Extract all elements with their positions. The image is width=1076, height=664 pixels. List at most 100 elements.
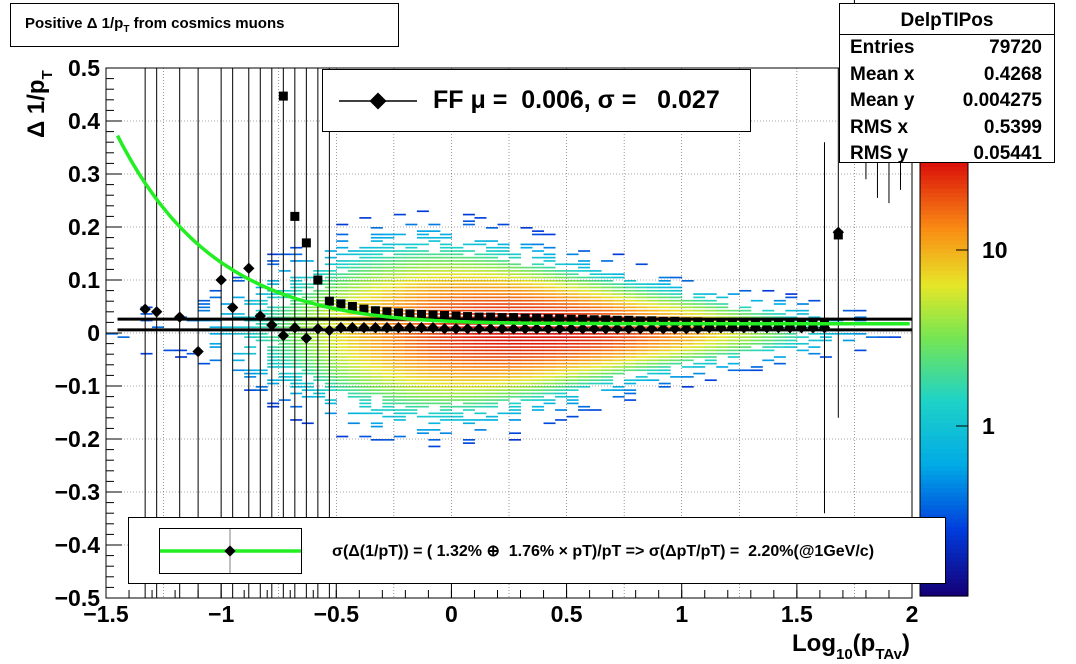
heatmap-cell [601, 333, 614, 335]
heatmap-cell [624, 392, 637, 395]
heatmap-cell [416, 233, 429, 236]
heatmap-cell [382, 402, 395, 405]
heatmap-cell [393, 333, 406, 335]
heatmap-cell [497, 243, 510, 246]
heatmap-cell [405, 339, 418, 342]
heatmap-cell [704, 309, 717, 312]
heatmap-cell [693, 339, 706, 342]
heatmap-cell [451, 392, 464, 395]
heatmap-cell [428, 289, 441, 292]
colorbar-step [920, 496, 968, 502]
heatmap-cell [462, 286, 475, 289]
y-tick-label: −0.4 [55, 532, 101, 558]
heatmap-cell [716, 336, 729, 338]
heatmap-cell [462, 336, 475, 338]
heatmap-cell [370, 389, 383, 391]
heatmap-cell [601, 389, 614, 391]
heatmap-cell [485, 227, 498, 229]
heatmap-cell [451, 309, 464, 312]
heatmap-cell [520, 342, 533, 345]
heatmap-cell [347, 253, 360, 256]
heatmap-cell [739, 306, 752, 309]
heatmap-cell [370, 263, 383, 266]
heatmap-cell [578, 386, 591, 388]
heatmap-cell [370, 386, 383, 388]
heatmap-cell [301, 349, 314, 352]
heatmap-cell [393, 250, 406, 252]
heatmap-cell [693, 299, 706, 302]
heatmap-cell [428, 293, 441, 295]
heatmap-cell [647, 296, 660, 299]
heatmap-cell [428, 389, 441, 391]
heatmap-cell [624, 309, 637, 312]
heatmap-cell [578, 372, 591, 375]
heatmap-cell [405, 333, 418, 335]
heatmap-cell [658, 286, 671, 289]
heatmap-cell [474, 339, 487, 342]
heatmap-cell [370, 382, 383, 385]
colorbar-step [920, 361, 968, 367]
heatmap-cell [566, 333, 579, 335]
heatmap-cell [624, 379, 637, 382]
heatmap-cell [474, 270, 487, 272]
heatmap-cell [324, 280, 337, 282]
heatmap-cell [716, 352, 729, 355]
mean-marker [507, 323, 520, 335]
heatmap-cell [313, 362, 326, 365]
heatmap-cell [278, 399, 291, 401]
mean-marker [139, 303, 151, 315]
heatmap-cell [439, 432, 452, 435]
heatmap-cell [428, 359, 441, 362]
heatmap-cell [416, 386, 429, 388]
heatmap-cell [485, 369, 498, 372]
heatmap-cell [543, 346, 556, 348]
heatmap-cell [290, 349, 303, 352]
heatmap-cell [428, 260, 441, 262]
sigma-marker [370, 306, 380, 316]
heatmap-cell [336, 280, 349, 282]
heatmap-cell [497, 392, 510, 395]
mean-marker [646, 323, 658, 335]
heatmap-cell [566, 402, 579, 405]
heatmap-cell [658, 293, 671, 295]
heatmap-cell [624, 346, 637, 348]
heatmap-cell [578, 376, 591, 378]
heatmap-cell [566, 415, 579, 418]
heatmap-cell [681, 346, 694, 348]
heatmap-cell [543, 336, 556, 338]
heatmap-cell [647, 333, 660, 335]
mean-marker [427, 322, 439, 334]
heatmap-cell [347, 386, 360, 388]
heatmap-cell [647, 289, 660, 292]
heatmap-cell [370, 356, 383, 358]
heatmap-cell [543, 286, 556, 289]
heatmap-cell [290, 336, 303, 338]
heatmap-cell [474, 253, 487, 256]
heatmap-cell [439, 336, 452, 338]
heatmap-cell [405, 306, 418, 309]
heatmap-cell [244, 369, 257, 372]
heatmap-cell [278, 346, 291, 348]
x-tick-label: −1 [208, 601, 234, 627]
heatmap-cell [255, 372, 268, 375]
heatmap-cell [347, 379, 360, 382]
heatmap-cell [393, 366, 406, 368]
colorbar-step [920, 300, 968, 306]
heatmap-cell [543, 266, 556, 269]
heatmap-cell [670, 299, 683, 302]
heatmap-cell [359, 359, 372, 362]
heatmap-cell [750, 369, 763, 372]
heatmap-cell [773, 303, 786, 305]
heatmap-cell [566, 359, 579, 362]
heatmap-cell [405, 395, 418, 398]
heatmap-cell [693, 352, 706, 355]
heatmap-cell [543, 253, 556, 256]
heatmap-cell [509, 270, 522, 272]
heatmap-cell [255, 339, 268, 342]
heatmap-cell [393, 336, 406, 338]
heatmap-cell [647, 293, 660, 295]
sigma-marker [290, 211, 300, 221]
heatmap-cell [370, 333, 383, 335]
heatmap-cell [497, 276, 510, 279]
heatmap-cell [658, 362, 671, 365]
